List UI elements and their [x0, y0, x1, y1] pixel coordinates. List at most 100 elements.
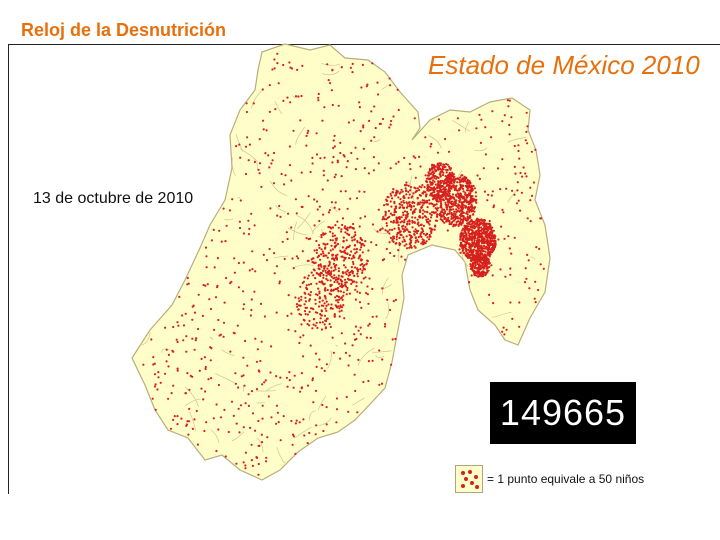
population-dot	[402, 211, 405, 214]
population-dot	[460, 218, 463, 221]
population-dot	[466, 179, 469, 182]
population-dot	[402, 206, 406, 209]
population-dot	[352, 222, 355, 226]
population-dot	[450, 182, 453, 185]
population-dot	[354, 389, 357, 393]
population-dot	[427, 221, 430, 224]
population-dot	[247, 404, 250, 407]
population-dot	[381, 227, 384, 230]
population-dot	[326, 288, 329, 292]
population-dot	[326, 63, 329, 66]
population-dot	[261, 88, 264, 91]
population-dot	[315, 272, 318, 275]
municipal-border	[322, 70, 340, 76]
population-dot	[410, 246, 413, 249]
population-dot	[315, 239, 318, 243]
population-dot	[444, 137, 447, 141]
population-dot	[316, 208, 319, 211]
population-dot	[229, 282, 232, 285]
population-dot	[342, 284, 345, 287]
population-dot	[342, 259, 345, 262]
population-dot	[323, 106, 326, 109]
population-dot	[483, 221, 486, 224]
population-dot	[257, 369, 260, 372]
population-dot	[480, 234, 483, 237]
population-dot	[408, 162, 411, 166]
population-dot	[431, 166, 434, 169]
population-dot	[308, 310, 311, 313]
population-dot	[210, 239, 213, 242]
population-dot	[336, 280, 339, 284]
municipal-border	[293, 221, 298, 240]
population-dot	[268, 247, 271, 251]
population-dot	[277, 421, 280, 424]
population-dot	[424, 136, 427, 139]
population-dot	[324, 246, 327, 249]
population-dot	[254, 270, 257, 273]
population-dot	[303, 310, 307, 313]
population-dot	[460, 179, 463, 183]
population-dot	[333, 145, 336, 148]
population-dot	[359, 333, 362, 336]
municipal-border	[141, 332, 151, 346]
population-dot	[539, 263, 542, 266]
municipal-border	[274, 255, 289, 259]
population-dot	[480, 238, 484, 241]
population-dot	[262, 253, 265, 256]
population-dot	[441, 170, 444, 173]
population-dot	[378, 349, 381, 352]
population-dot	[325, 277, 328, 280]
population-dot	[248, 227, 251, 230]
population-dot	[418, 203, 421, 206]
population-dot	[435, 197, 438, 200]
municipal-border	[210, 429, 220, 443]
population-dot	[486, 229, 490, 232]
population-dot	[463, 228, 466, 231]
population-dot	[324, 265, 327, 268]
population-dot	[294, 198, 297, 201]
population-dot	[426, 206, 429, 209]
population-dot	[348, 253, 351, 257]
population-dot	[458, 187, 461, 190]
population-dot	[447, 203, 450, 206]
population-dot	[335, 408, 339, 411]
population-dot	[331, 161, 334, 164]
population-dot	[289, 66, 292, 69]
population-dot	[395, 235, 398, 238]
population-dot	[334, 173, 337, 176]
population-dot	[383, 218, 386, 221]
population-dot	[255, 360, 259, 363]
population-dot	[331, 254, 334, 257]
municipal-border	[265, 383, 283, 392]
population-dot	[217, 383, 220, 387]
population-dot	[486, 233, 489, 236]
population-dot	[416, 239, 419, 242]
population-dot	[381, 218, 384, 221]
population-dot	[457, 204, 460, 207]
population-dot	[362, 265, 365, 268]
population-dot	[354, 266, 357, 269]
population-dot	[390, 194, 393, 197]
population-dot	[331, 226, 335, 229]
population-dot	[470, 267, 473, 270]
population-dot	[483, 222, 486, 225]
municipal-border	[321, 63, 341, 66]
population-dot	[333, 134, 336, 137]
population-dot	[460, 231, 463, 234]
population-dot	[154, 408, 157, 411]
population-dot	[322, 252, 325, 255]
population-dot	[257, 419, 260, 423]
population-dot	[414, 246, 417, 249]
population-dot	[339, 141, 342, 144]
population-dot	[484, 274, 487, 277]
population-dot	[270, 416, 273, 419]
population-dot	[472, 184, 475, 188]
population-dot	[264, 379, 267, 382]
population-dot	[482, 230, 485, 233]
population-dot	[459, 241, 462, 244]
population-dot	[231, 198, 234, 201]
population-dot	[470, 187, 473, 191]
population-dot	[434, 170, 437, 173]
population-dot	[306, 384, 310, 387]
population-dot	[392, 221, 395, 224]
